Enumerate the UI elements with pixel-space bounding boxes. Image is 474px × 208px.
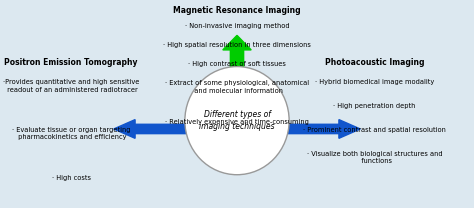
Text: · Visualize both biological structures and
  functions: · Visualize both biological structures a… [307, 151, 442, 164]
FancyArrow shape [284, 120, 360, 138]
Text: Different types of
imaging techniques: Different types of imaging techniques [199, 110, 275, 131]
Ellipse shape [185, 67, 289, 175]
Text: · Extract of some physiological, anatomical
  and molecular information: · Extract of some physiological, anatomi… [165, 80, 309, 94]
FancyArrow shape [114, 120, 190, 138]
Text: · High costs: · High costs [52, 175, 91, 181]
Text: · High contrast of soft tissues: · High contrast of soft tissues [188, 61, 286, 67]
Text: Magnetic Resonance Imaging: Magnetic Resonance Imaging [173, 6, 301, 15]
Text: ·Provides quantitative and high sensitive
 readout of an administered radiotrace: ·Provides quantitative and high sensitiv… [3, 79, 139, 93]
Text: · High penetration depth: · High penetration depth [333, 103, 416, 109]
Text: · Evaluate tissue or organ targeting
 pharmacokinetics and efficiency: · Evaluate tissue or organ targeting pha… [12, 127, 130, 140]
Text: · Relatively expensive and time-consuming: · Relatively expensive and time-consumin… [165, 119, 309, 125]
Text: · Non-invasive imaging method: · Non-invasive imaging method [185, 23, 289, 29]
Text: Photoacoustic Imaging: Photoacoustic Imaging [325, 58, 424, 67]
Text: · Hybrid biomedical image modality: · Hybrid biomedical image modality [315, 79, 434, 85]
Text: · Prominent contrast and spatial resolution: · Prominent contrast and spatial resolut… [303, 127, 446, 133]
Text: · High spatial resolution in three dimensions: · High spatial resolution in three dimen… [163, 42, 311, 48]
FancyArrow shape [223, 35, 251, 71]
Text: Positron Emission Tomography: Positron Emission Tomography [4, 58, 138, 67]
